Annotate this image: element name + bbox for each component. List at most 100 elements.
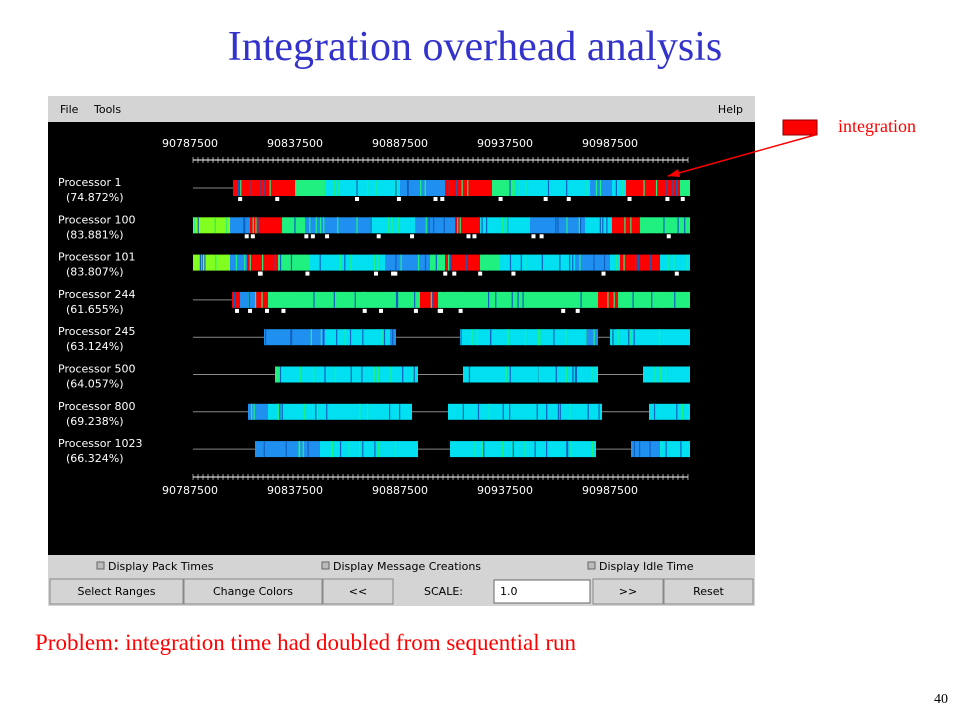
timeline-stripe: [319, 254, 321, 271]
timeline-stripe: [233, 291, 236, 308]
button-label[interactable]: >>: [619, 585, 637, 598]
timeline-stripe: [665, 441, 667, 458]
button[interactable]: [322, 578, 394, 605]
timeline-segment: [610, 254, 620, 271]
timeline-segment: [612, 217, 640, 234]
timeline-stripe: [660, 366, 662, 383]
menu-item[interactable]: Tools: [93, 103, 121, 116]
timeline-stripe: [495, 291, 497, 308]
timeline-stripe: [390, 366, 392, 383]
button-label[interactable]: <<: [349, 585, 367, 598]
timeline-stripe: [336, 329, 338, 346]
button[interactable]: [592, 578, 664, 605]
timeline-stripe: [377, 254, 379, 271]
timeline-stripe: [398, 217, 400, 234]
checkbox-label[interactable]: Display Idle Time: [599, 560, 694, 573]
idle-mark: [440, 197, 445, 201]
idle-mark: [325, 234, 330, 239]
timeline-stripe: [460, 329, 462, 346]
timeline-stripe: [261, 291, 263, 308]
timeline-segment: [232, 291, 240, 308]
timeline-stripe: [255, 291, 257, 308]
processor-percent: (64.057%): [66, 378, 124, 391]
timeline-segment: [193, 254, 230, 271]
timeline-stripe: [362, 441, 364, 458]
timeline-stripe: [333, 291, 335, 308]
timeline-stripe: [367, 180, 369, 196]
button[interactable]: [183, 578, 323, 605]
timeline-stripe: [462, 403, 464, 420]
legend-swatch: [782, 119, 818, 136]
timeline-stripe: [392, 329, 394, 346]
timeline-stripe: [607, 291, 609, 308]
timeline-stripe: [572, 366, 574, 383]
timeline-stripe: [281, 291, 283, 308]
timeline-stripe: [316, 403, 319, 420]
idle-mark: [410, 234, 415, 239]
timeline-stripe: [457, 217, 459, 234]
timeline-stripe: [622, 180, 624, 196]
scale-input[interactable]: [493, 579, 591, 604]
checkbox[interactable]: [587, 561, 596, 570]
timeline-stripe: [603, 254, 606, 271]
timeline-segment: [575, 254, 610, 271]
timeline-stripe: [240, 180, 242, 196]
timeline-stripe: [290, 254, 293, 271]
timeline-stripe: [586, 180, 588, 196]
timeline-stripe: [555, 217, 557, 234]
button-label[interactable]: Reset: [693, 585, 724, 598]
timeline-stripe: [269, 180, 271, 196]
timeline-stripe: [337, 217, 339, 234]
timeline-stripe: [476, 329, 478, 346]
timeline-stripe: [471, 329, 473, 346]
timeline-stripe: [660, 441, 662, 458]
menu-item[interactable]: File: [60, 103, 79, 116]
idle-mark: [393, 271, 398, 276]
timeline-stripe: [509, 366, 511, 383]
timeline-stripe: [344, 254, 346, 271]
button[interactable]: [663, 578, 754, 605]
timeline-stripe: [338, 180, 340, 196]
idle-mark: [478, 271, 483, 276]
checkbox[interactable]: [96, 561, 105, 570]
idle-mark: [437, 308, 442, 313]
idle-mark: [443, 271, 448, 276]
timeline-stripe: [637, 254, 640, 271]
button[interactable]: [49, 578, 184, 605]
button-label[interactable]: Change Colors: [213, 585, 293, 598]
timeline-stripe: [624, 217, 626, 234]
timeline-stripe: [483, 441, 485, 458]
scale-value[interactable]: 1.0: [500, 585, 518, 598]
timeline-stripe: [676, 403, 678, 420]
timeline-stripe: [596, 366, 599, 383]
timeline-stripe: [534, 441, 536, 458]
checkbox-label[interactable]: Display Message Creations: [333, 560, 481, 573]
timeline-stripe: [593, 329, 595, 346]
menu-item[interactable]: Help: [718, 103, 743, 116]
processor-name: Processor 1023: [58, 437, 142, 450]
timeline-segment: [420, 291, 438, 308]
timeline-stripe: [274, 254, 276, 271]
processor-name: Processor 1: [58, 176, 121, 189]
timeline-stripe: [674, 291, 676, 308]
idle-mark: [250, 234, 255, 239]
checkbox[interactable]: [321, 561, 330, 570]
idle-mark: [265, 308, 270, 313]
timeline-stripe: [505, 366, 507, 383]
timeline-stripe: [615, 180, 617, 196]
timeline-stripe: [507, 329, 509, 346]
idle-mark: [561, 308, 566, 313]
processor-percent: (66.324%): [66, 452, 124, 465]
timeline-stripe: [512, 441, 514, 458]
timeline-segment: [618, 291, 690, 308]
timeline-stripe: [459, 217, 461, 234]
timeline-segment: [480, 217, 530, 234]
timeline-stripe: [244, 254, 246, 271]
idle-mark: [258, 271, 263, 276]
idle-mark: [498, 197, 503, 201]
timeline-stripe: [587, 403, 589, 420]
timeline-stripe: [237, 180, 240, 196]
timeline-segment: [240, 291, 255, 308]
checkbox-label[interactable]: Display Pack Times: [108, 560, 214, 573]
button-label[interactable]: Select Ranges: [77, 585, 155, 598]
